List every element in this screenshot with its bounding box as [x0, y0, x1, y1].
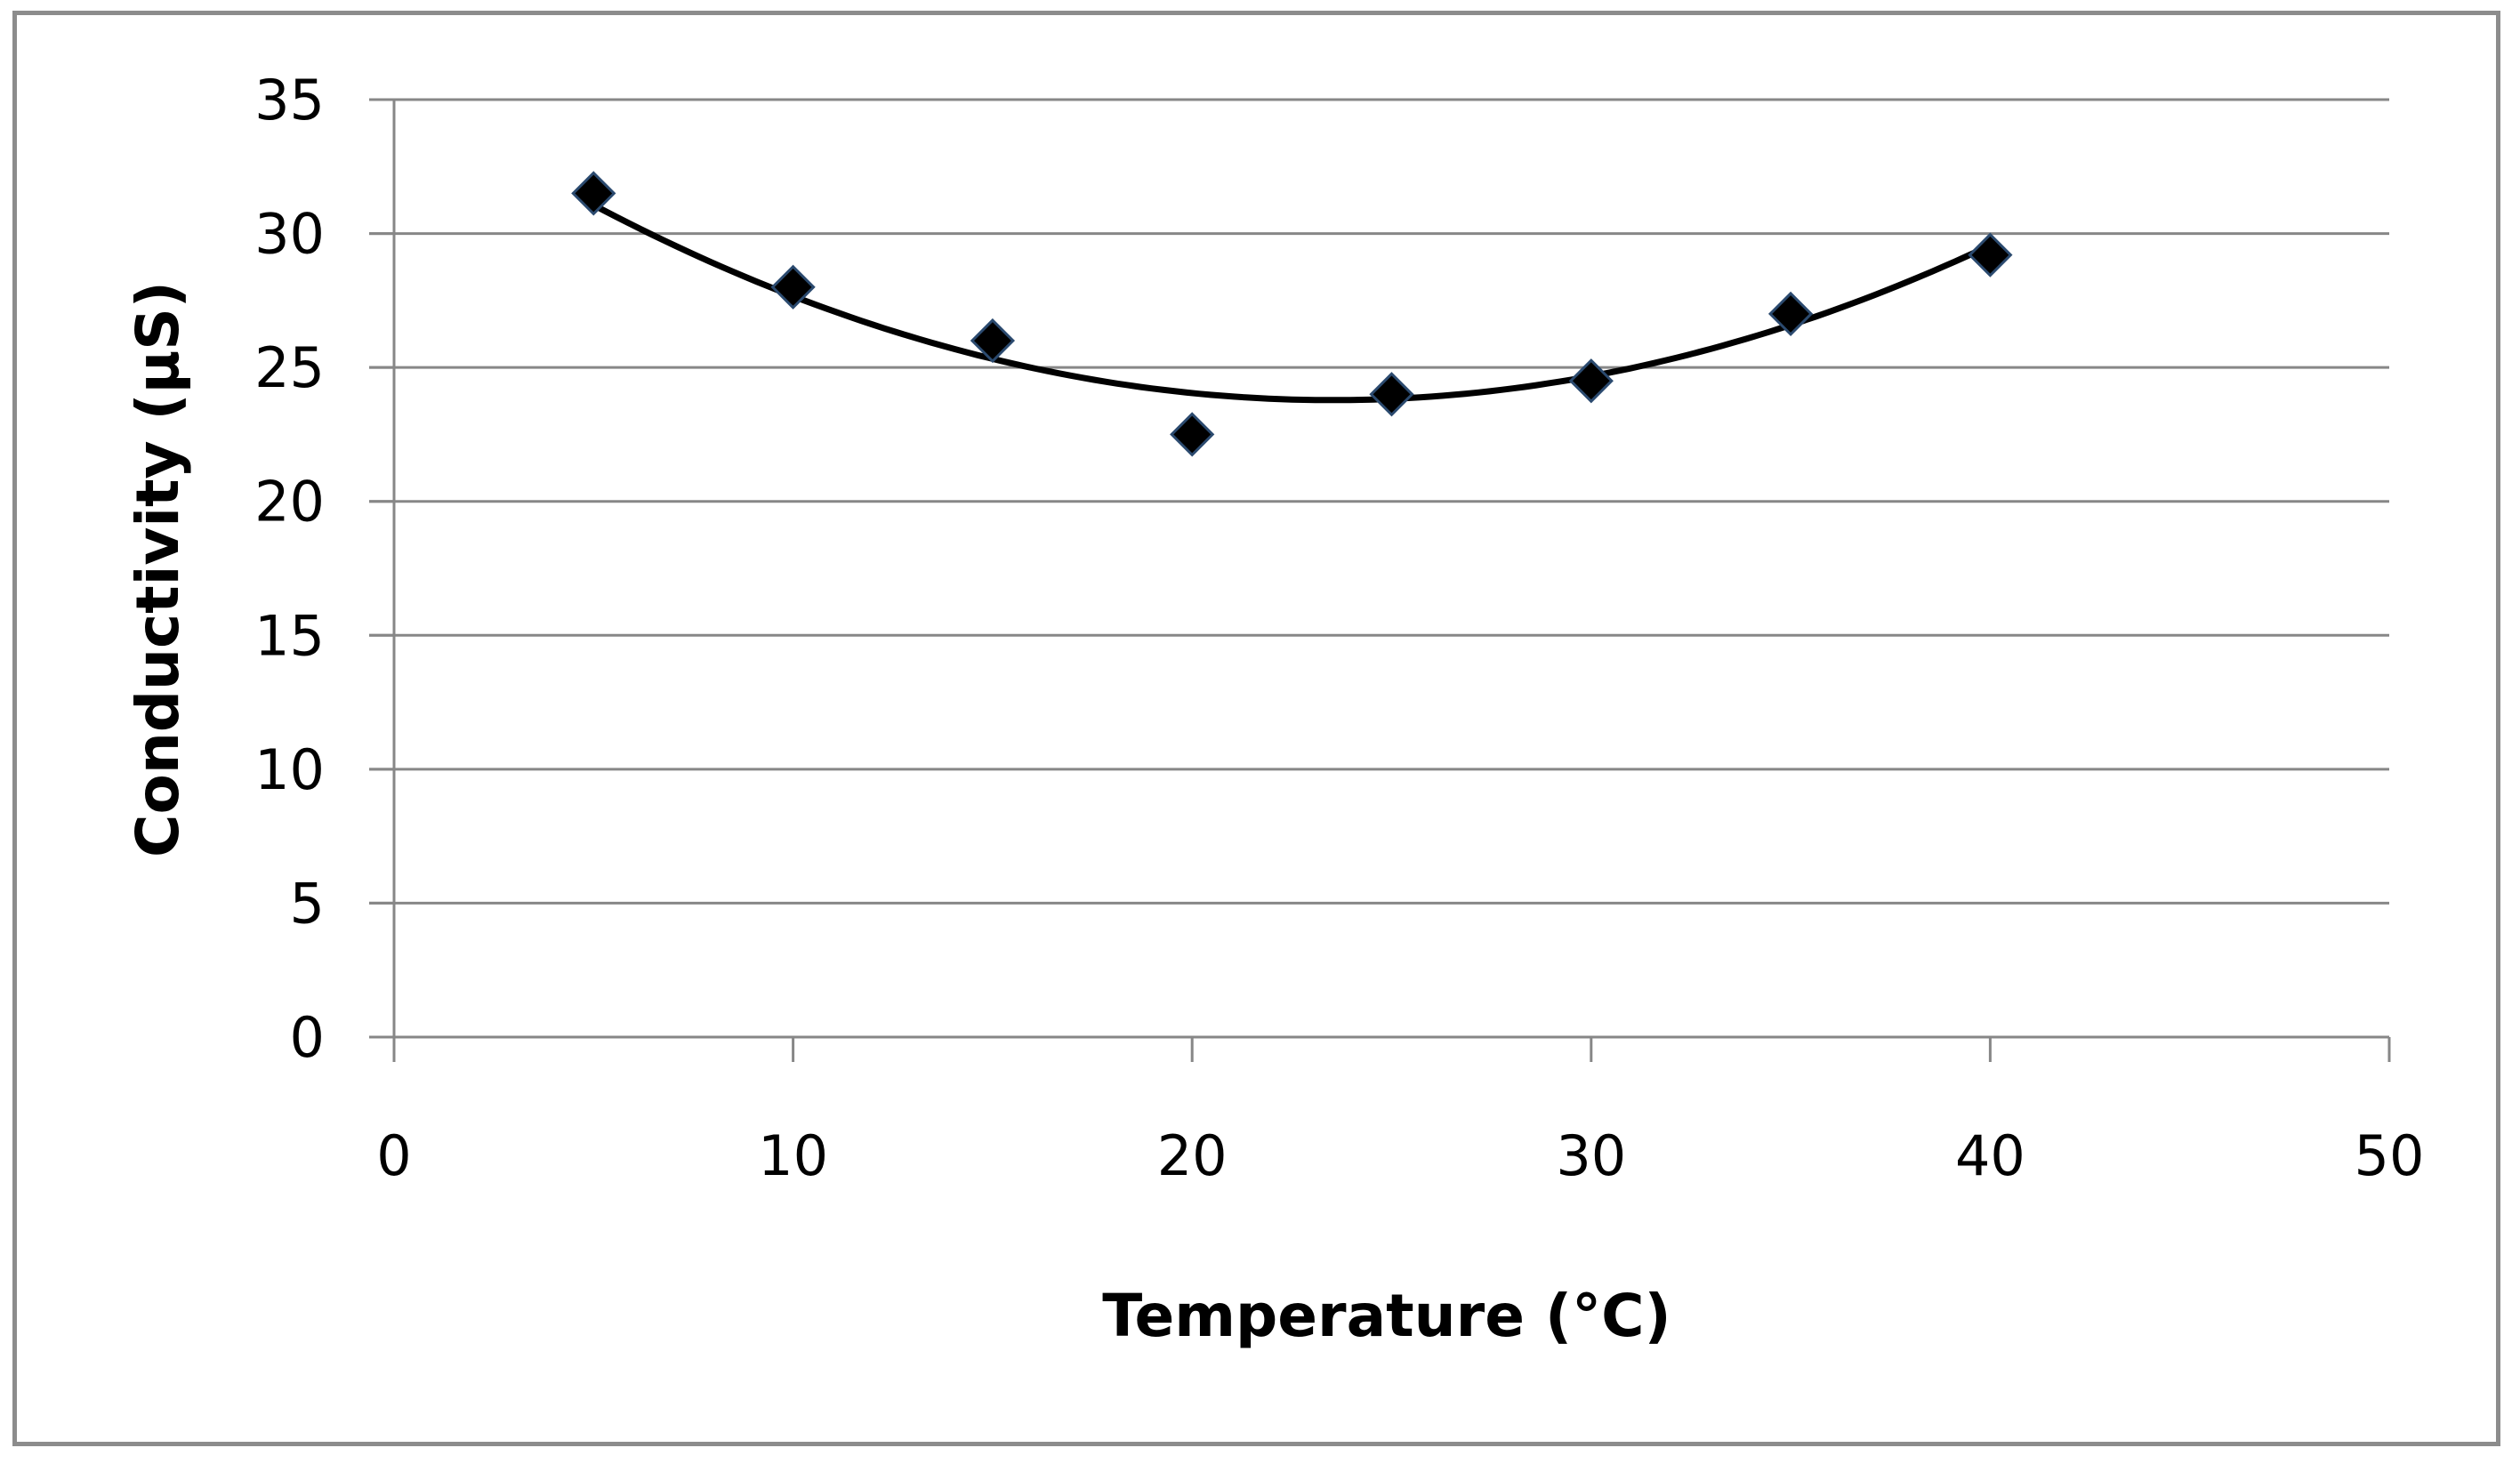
data-point-15 — [970, 318, 1016, 364]
y-tick-label-35: 35 — [254, 68, 325, 133]
trendline-layer — [592, 202, 1992, 404]
data-point-30 — [1568, 358, 1614, 404]
y-tick-label-20: 20 — [254, 470, 325, 535]
x-tick-label-0: 0 — [376, 1123, 411, 1188]
data-points — [571, 171, 2013, 457]
tick-labels: 0 5 10 15 20 25 30 35 0 10 20 30 40 50 — [254, 68, 2424, 1188]
x-tick-label-40: 40 — [1955, 1123, 2025, 1188]
trendline — [592, 202, 1992, 404]
y-tick-label-15: 15 — [254, 603, 325, 668]
x-tick-label-10: 10 — [758, 1123, 828, 1188]
y-tick-label-30: 30 — [254, 202, 325, 267]
data-point-20 — [1170, 412, 1215, 457]
data-point-25 — [1369, 372, 1414, 417]
x-tick-label-20: 20 — [1157, 1123, 1228, 1188]
y-tick-label-5: 5 — [290, 871, 325, 936]
y-tick-label-10: 10 — [254, 737, 325, 802]
y-axis-title: Conductivity (µS) — [124, 281, 192, 857]
data-point-40 — [1968, 232, 2013, 278]
axes — [369, 98, 2391, 1062]
gridlines — [369, 98, 2389, 905]
x-axis-title: Temperature (°C) — [1102, 1282, 1671, 1350]
y-tick-label-0: 0 — [290, 1005, 325, 1070]
y-tick-label-25: 25 — [254, 335, 325, 400]
x-tick-label-50: 50 — [2355, 1123, 2425, 1188]
chart-frame — [12, 11, 2500, 1446]
x-tick-label-30: 30 — [1556, 1123, 1626, 1188]
data-point-10 — [770, 264, 816, 310]
data-point-35 — [1767, 291, 1814, 337]
data-point-5 — [571, 171, 616, 216]
